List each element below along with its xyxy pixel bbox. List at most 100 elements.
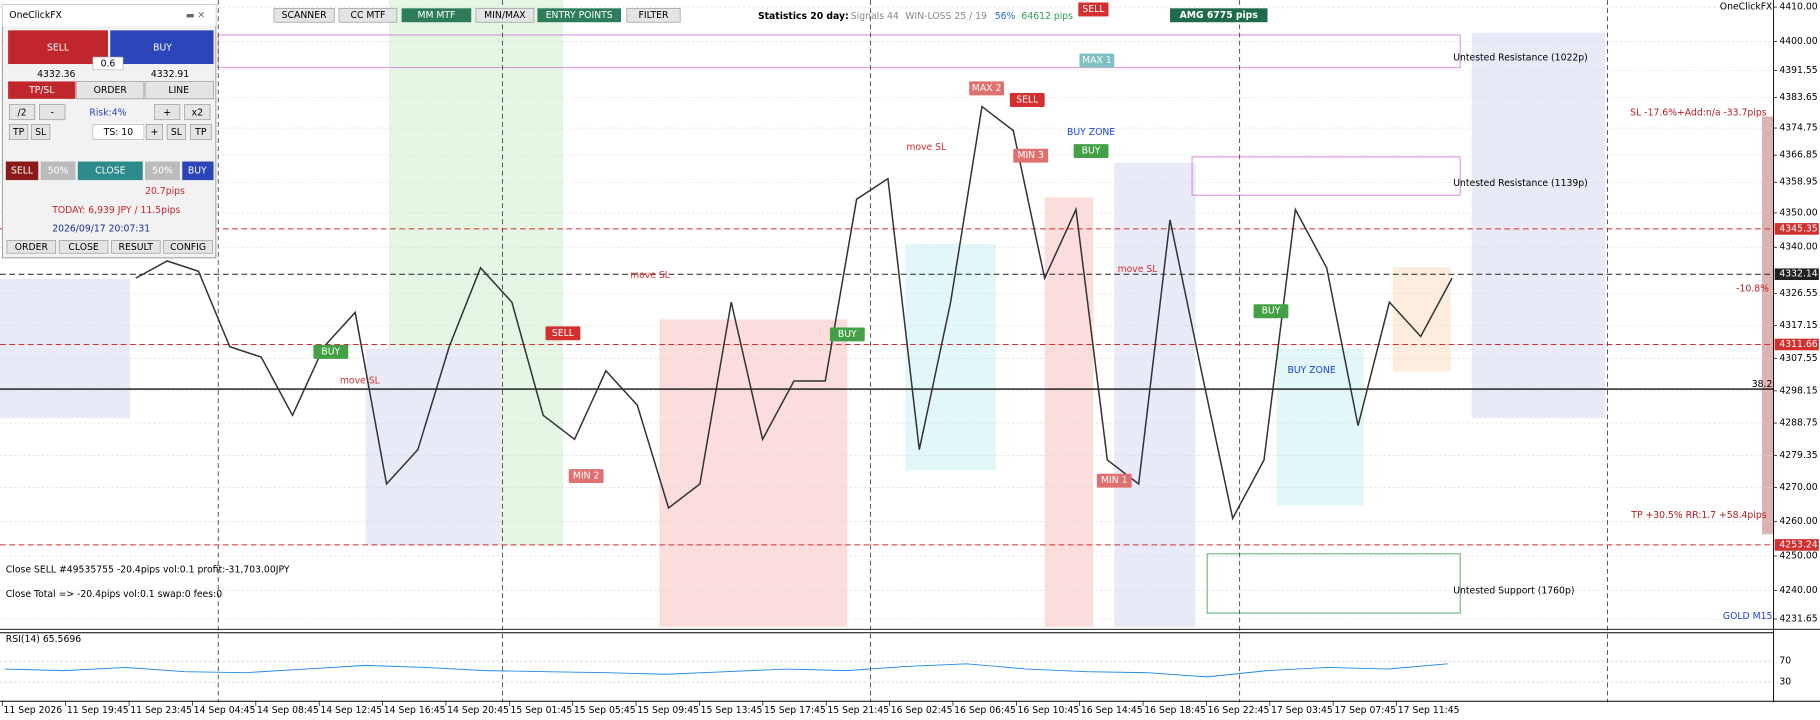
y-tick-label: 4317.15 [1779, 320, 1817, 331]
toolbar-button[interactable] [273, 7, 335, 23]
signal-label: SELL [1016, 95, 1039, 106]
button[interactable] [182, 161, 214, 181]
button[interactable] [145, 161, 180, 181]
y-tick-label: 4326.55 [1779, 288, 1817, 299]
toolbar-button-label: ENTRY POINTS [546, 10, 613, 21]
button[interactable] [40, 161, 76, 181]
tp-label: TP +30.5% RR:1.7 +58.4pips [1630, 510, 1766, 521]
y-tick-label: 4391.55 [1779, 65, 1817, 76]
ask: 4332.91 [151, 69, 189, 80]
price-level-label: 4253.24 [1779, 539, 1817, 550]
rsi-line [4, 663, 1448, 678]
toolbar-button[interactable] [401, 8, 472, 23]
button[interactable] [77, 161, 143, 181]
y-tick-label: 4270.00 [1779, 482, 1817, 493]
resistance-label: Untested Resistance (1139p) [1453, 178, 1588, 189]
bid: 4332.36 [37, 69, 75, 80]
button-label: SL [171, 127, 183, 138]
button-label: RESULT [119, 242, 154, 253]
button-label: + [163, 107, 171, 118]
button-label: 50% [48, 165, 69, 176]
button-label: x2 [192, 107, 203, 118]
signal-label: MAX 2 [972, 83, 1002, 94]
x-tick-label: 14 Sep 20:45 [447, 705, 509, 716]
stats-winloss: WIN-LOSS 25 / 19 [905, 11, 987, 22]
button-label: SELL [11, 165, 34, 176]
y-tick-label: 4279.35 [1779, 450, 1817, 461]
x-tick-label: 14 Sep 12:45 [320, 705, 382, 716]
y-tick-label: 4410.00 [1779, 2, 1817, 13]
sell-button[interactable] [8, 30, 108, 65]
price-level-box [1774, 268, 1819, 281]
tab[interactable] [8, 81, 76, 99]
toolbar-button[interactable] [626, 7, 681, 23]
x-tick-label: 15 Sep 09:45 [637, 705, 699, 716]
x-tick-label: 14 Sep 08:45 [257, 705, 319, 716]
order-panel: OneClickFX ▬ ✕ SELL BUY 0.6 4332.36 4332… [1, 4, 217, 259]
signal-label: BUY [1082, 146, 1101, 157]
amg-bg [1170, 8, 1268, 23]
buy-label: BUY [153, 42, 172, 53]
separators [217, 0, 1608, 703]
risk: Risk:4% [89, 107, 126, 118]
button-label: TP [194, 127, 207, 138]
signal-label: BUY ZONE [1288, 365, 1336, 376]
x-tick-label: 16 Sep 14:45 [1081, 705, 1143, 716]
x-tick-label: 16 Sep 10:45 [1017, 705, 1079, 716]
button[interactable] [30, 124, 51, 140]
button[interactable] [190, 124, 212, 140]
button[interactable] [6, 240, 57, 254]
price-levels [0, 228, 1774, 546]
toolbar-button[interactable] [338, 7, 398, 23]
panel-controls: ▬ ✕ [186, 10, 205, 21]
lot-input[interactable] [92, 56, 124, 71]
toolbar-button[interactable] [537, 8, 621, 23]
price-level-box [1774, 223, 1819, 235]
sell-tag: SELL [1082, 4, 1105, 15]
button[interactable] [5, 161, 39, 181]
signal-label: move SL [906, 142, 947, 153]
ts: TS: 10 [103, 127, 134, 138]
button[interactable] [58, 240, 109, 254]
price-level-label: 4332.14 [1779, 269, 1817, 280]
signal-label: BUY [321, 346, 340, 357]
x-tick-label: 14 Sep 04:45 [194, 705, 256, 716]
button-label: ORDER [15, 242, 49, 253]
button[interactable] [154, 104, 181, 121]
toolbar-button-label: CC MTF [351, 10, 386, 21]
y-tick-label: 4250.00 [1779, 551, 1817, 562]
y-tick-label: 4400.00 [1779, 36, 1817, 47]
y-tick-label: 4374.75 [1779, 123, 1817, 134]
button[interactable] [8, 124, 29, 140]
pips: 20.7pips [145, 186, 185, 197]
y-tick-label: 30 [1779, 677, 1791, 688]
y-tick-label: 4231.65 [1779, 613, 1817, 624]
signal-label: BUY ZONE [1067, 127, 1115, 138]
button[interactable] [145, 124, 163, 140]
toolbar-button[interactable] [475, 7, 535, 23]
signal-label: MAX 1 [1082, 55, 1112, 66]
button[interactable] [111, 240, 161, 254]
signal-label: move SL [630, 270, 671, 281]
tab[interactable] [76, 81, 145, 100]
button[interactable] [8, 104, 36, 121]
price-axis-bg [1773, 0, 1820, 720]
toolbar-button-label: FILTER [639, 10, 669, 21]
x-tick-label: 15 Sep 17:45 [764, 705, 826, 716]
buy-button[interactable] [110, 30, 214, 65]
price-level-box [1774, 539, 1819, 551]
button[interactable] [184, 104, 211, 121]
signal-label: move SL [340, 375, 381, 386]
tab[interactable] [144, 81, 214, 100]
x-tick-label: 16 Sep 22:45 [1208, 705, 1270, 716]
button[interactable] [39, 104, 66, 121]
signal-tag [1079, 53, 1115, 68]
x-tick-label: 15 Sep 21:45 [827, 705, 889, 716]
button[interactable] [163, 240, 213, 254]
y-tick-label: 4350.00 [1779, 207, 1817, 218]
ts-input[interactable] [92, 124, 145, 140]
signal-tag [545, 326, 581, 341]
button-label: BUY [188, 165, 207, 176]
button[interactable] [166, 124, 187, 140]
